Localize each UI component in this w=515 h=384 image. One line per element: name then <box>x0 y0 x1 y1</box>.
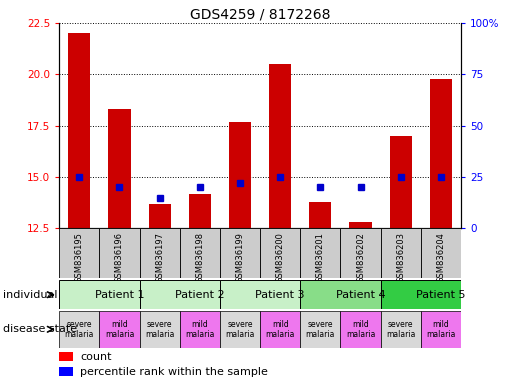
Title: GDS4259 / 8172268: GDS4259 / 8172268 <box>190 8 330 22</box>
Text: individual: individual <box>3 290 57 300</box>
Text: GSM836196: GSM836196 <box>115 232 124 283</box>
Text: mild
malaria: mild malaria <box>265 319 295 339</box>
Bar <box>340 311 381 348</box>
Text: GSM836204: GSM836204 <box>436 232 445 283</box>
Bar <box>189 194 211 228</box>
Text: severe
malaria: severe malaria <box>64 319 94 339</box>
Bar <box>300 280 381 309</box>
Text: Patient 2: Patient 2 <box>175 290 225 300</box>
Bar <box>140 311 180 348</box>
Text: severe
malaria: severe malaria <box>386 319 416 339</box>
Bar <box>260 228 300 278</box>
Text: percentile rank within the sample: percentile rank within the sample <box>80 367 268 377</box>
Bar <box>59 280 140 309</box>
Bar <box>220 228 260 278</box>
Bar <box>300 311 340 348</box>
Text: GSM836197: GSM836197 <box>155 232 164 283</box>
Text: Patient 1: Patient 1 <box>95 290 144 300</box>
Text: count: count <box>80 351 112 361</box>
Bar <box>59 228 99 278</box>
Bar <box>220 311 260 348</box>
Bar <box>260 311 300 348</box>
Bar <box>300 228 340 278</box>
Text: GSM836195: GSM836195 <box>75 232 84 283</box>
Text: GSM836202: GSM836202 <box>356 232 365 283</box>
Bar <box>381 311 421 348</box>
Bar <box>310 202 331 228</box>
Bar <box>381 228 421 278</box>
Bar <box>99 228 140 278</box>
Text: severe
malaria: severe malaria <box>145 319 175 339</box>
Bar <box>109 109 130 228</box>
Bar <box>59 352 73 361</box>
Bar <box>229 122 251 228</box>
Text: GSM836200: GSM836200 <box>276 232 285 283</box>
Text: Patient 4: Patient 4 <box>336 290 385 300</box>
Bar <box>381 280 461 309</box>
Text: GSM836201: GSM836201 <box>316 232 325 283</box>
Bar <box>59 311 99 348</box>
Bar <box>59 367 73 376</box>
Bar <box>68 33 90 228</box>
Bar <box>350 222 371 228</box>
Bar <box>99 311 140 348</box>
Text: severe
malaria: severe malaria <box>225 319 255 339</box>
Text: mild
malaria: mild malaria <box>426 319 456 339</box>
Text: Patient 5: Patient 5 <box>416 290 466 300</box>
Bar <box>180 228 220 278</box>
Text: GSM836198: GSM836198 <box>195 232 204 283</box>
Bar <box>180 311 220 348</box>
Bar <box>430 78 452 228</box>
Bar <box>421 311 461 348</box>
Bar <box>269 64 291 228</box>
Text: disease state: disease state <box>3 324 77 334</box>
Bar <box>340 228 381 278</box>
Bar <box>220 280 300 309</box>
Bar <box>390 136 411 228</box>
Text: Patient 3: Patient 3 <box>255 290 305 300</box>
Bar <box>149 204 170 228</box>
Bar <box>140 280 220 309</box>
Text: GSM836199: GSM836199 <box>235 232 245 283</box>
Bar <box>421 228 461 278</box>
Text: severe
malaria: severe malaria <box>305 319 335 339</box>
Text: GSM836203: GSM836203 <box>396 232 405 283</box>
Text: mild
malaria: mild malaria <box>346 319 375 339</box>
Bar <box>140 228 180 278</box>
Text: mild
malaria: mild malaria <box>185 319 215 339</box>
Text: mild
malaria: mild malaria <box>105 319 134 339</box>
